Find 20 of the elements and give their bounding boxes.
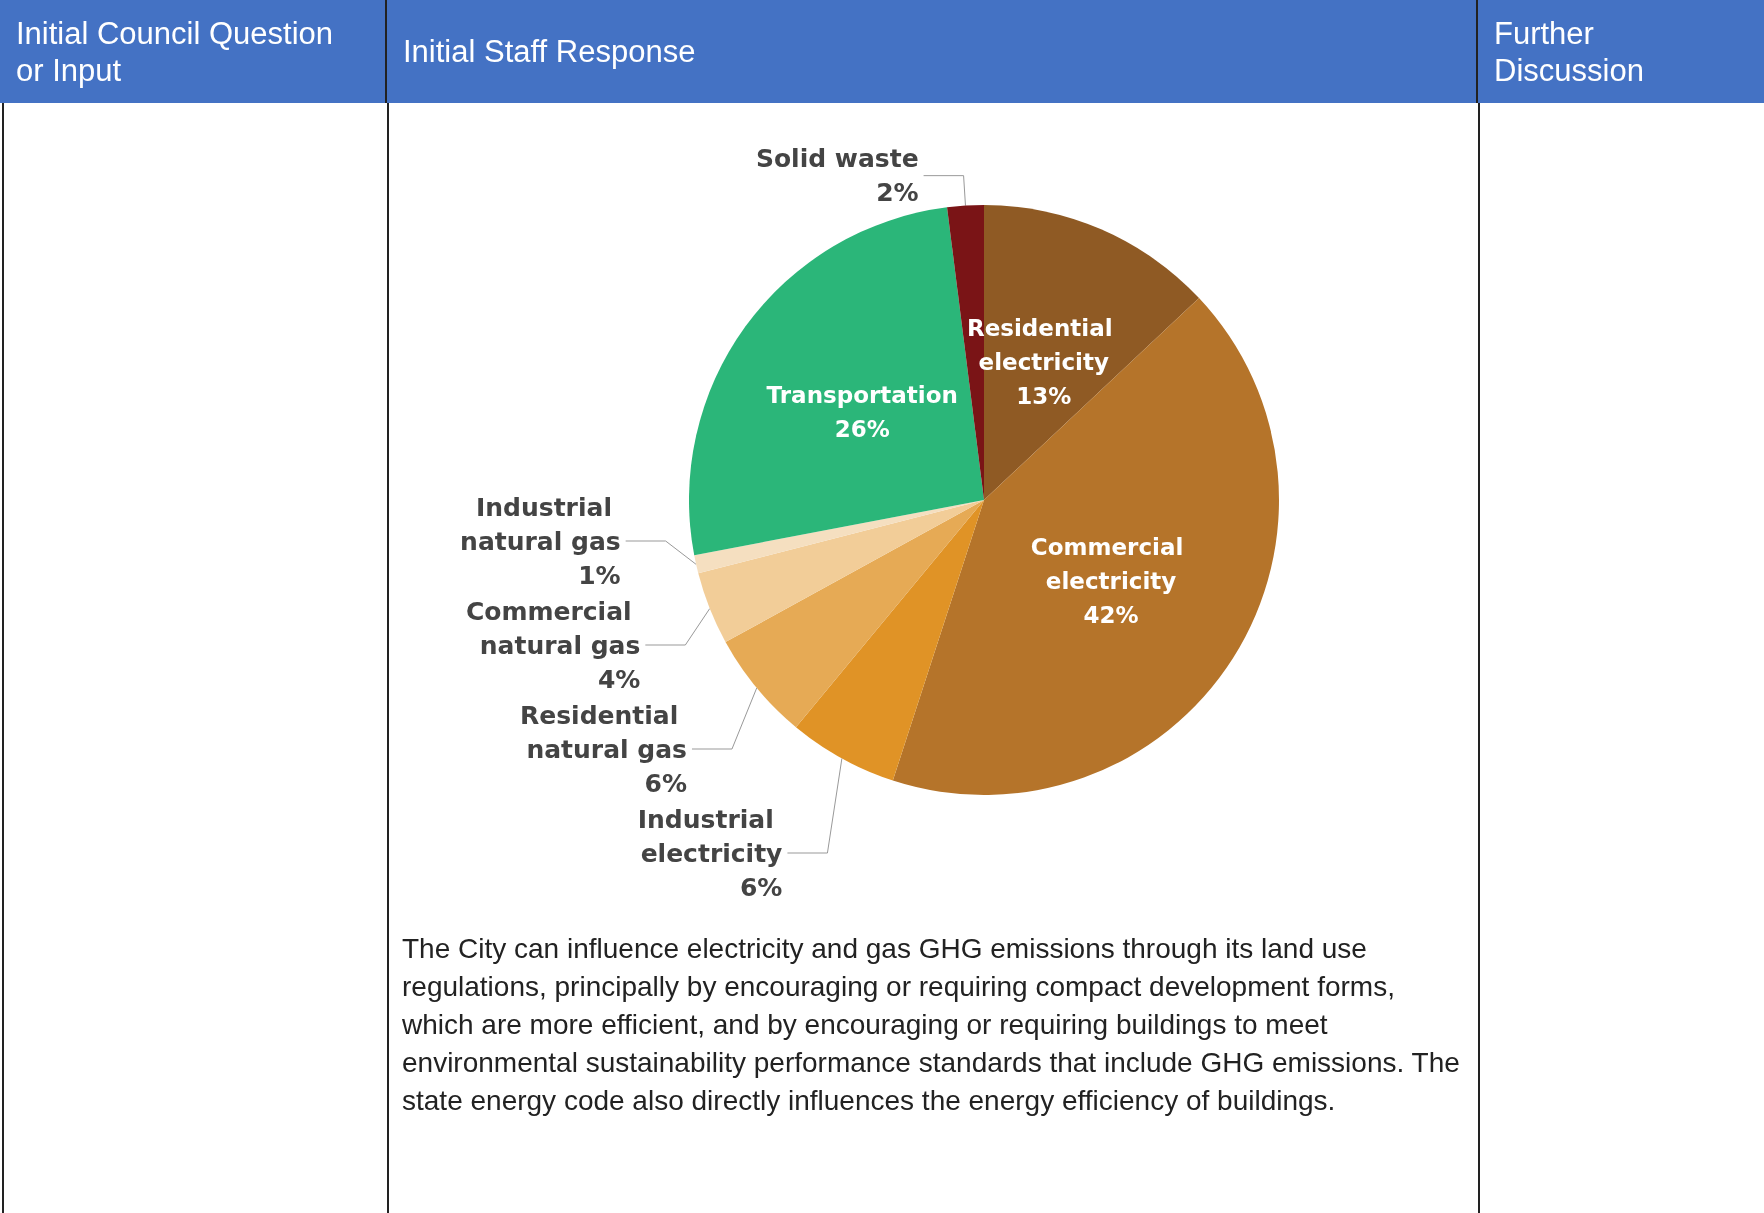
data-label: 2% — [876, 178, 919, 208]
slice-label: Industrial natural gas — [460, 492, 621, 556]
data-label: 4% — [597, 664, 641, 694]
slice-label: Solid waste — [755, 144, 919, 174]
slice-label: Residential electricity — [966, 314, 1121, 375]
slice-label: Industrial electricity — [637, 804, 783, 868]
data-label: 42% — [1083, 601, 1139, 628]
slice-label: Commercial natural gas — [465, 596, 641, 660]
text: Initial Council Question or Input — [0, 0, 387, 103]
data-label: 1% — [578, 560, 621, 590]
slice-label: Residential natural gas — [520, 700, 687, 764]
data-label: 6% — [644, 768, 687, 798]
data-label: 26% — [834, 415, 890, 442]
data-label: 6% — [739, 872, 783, 902]
text: Initial Staff Response — [387, 0, 1478, 103]
slice-label: Transportation — [766, 381, 958, 408]
slice-label: Commercial electricity — [1030, 533, 1192, 594]
data-label: 13% — [1016, 382, 1072, 409]
text: The City can influence electricity and gas GHG emissions through its land use regulations, principally by encouraging or requiring compact development forms, which are more efficient, and by encouraging or requiring buildings to meet environmental sustainability performance standards that include GHG emissions. The state energy code also directly influences the energy efficiency of buildings. — [402, 932, 1461, 1118]
text: Further Discussion — [1478, 0, 1764, 103]
